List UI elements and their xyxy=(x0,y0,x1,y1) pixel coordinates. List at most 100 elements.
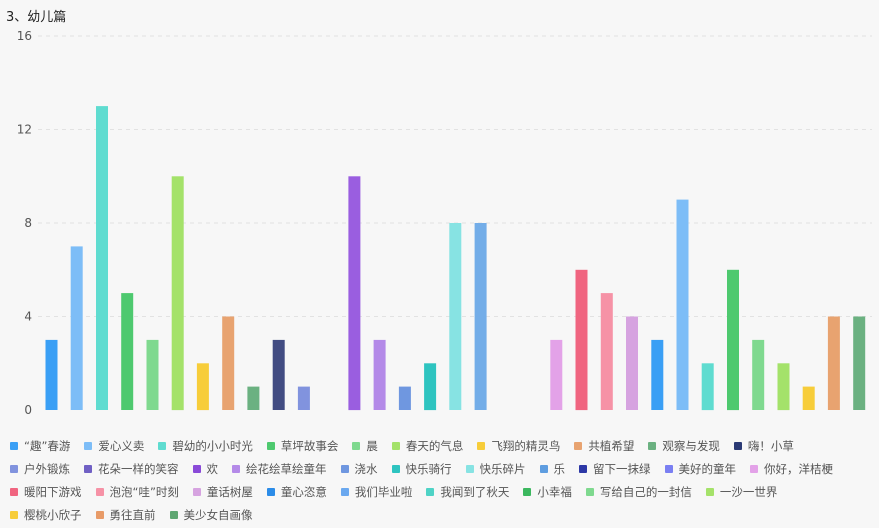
legend-swatch xyxy=(95,488,104,496)
bar[interactable] xyxy=(701,363,714,411)
bar[interactable] xyxy=(550,339,563,410)
legend-item[interactable]: 勇往直前 xyxy=(95,505,156,525)
legend-label: 爱心义卖 xyxy=(98,439,145,453)
legend-swatch xyxy=(232,465,240,473)
legend-item[interactable]: 泡泡“哇”时刻 xyxy=(95,482,179,502)
legend-item[interactable]: 留下一抹绿 xyxy=(579,459,651,479)
legend-item[interactable]: 草坪故事会 xyxy=(266,436,338,456)
legend-swatch xyxy=(158,442,167,450)
legend-label: 小幸福 xyxy=(537,485,572,499)
legend-item[interactable]: 春天的气息 xyxy=(391,436,463,456)
legend-swatch xyxy=(340,488,349,496)
legend-swatch xyxy=(352,442,361,450)
legend-label: 你好，洋桔梗 xyxy=(764,462,833,476)
legend-label: 童心恣意 xyxy=(280,485,327,499)
legend-swatch xyxy=(579,465,587,473)
legend-swatch xyxy=(664,465,673,473)
y-tick-label: 4 xyxy=(24,310,32,324)
legend-label: 碧幼的小小时光 xyxy=(172,439,253,453)
legend-swatch xyxy=(169,511,178,519)
legend-item[interactable]: 小幸福 xyxy=(523,482,572,502)
bar[interactable] xyxy=(449,223,462,410)
legend-label: 勇往直前 xyxy=(109,508,156,522)
legend-item[interactable]: 写给自己的一封信 xyxy=(585,482,692,502)
bar[interactable] xyxy=(676,199,689,410)
legend-swatch xyxy=(84,442,93,450)
legend-swatch xyxy=(192,488,201,496)
bar[interactable] xyxy=(575,269,588,411)
legend-label: 美好的童年 xyxy=(678,462,737,476)
legend-swatch xyxy=(750,465,758,473)
legend-item[interactable]: 美好的童年 xyxy=(664,459,737,479)
bar[interactable] xyxy=(70,246,83,410)
bar[interactable] xyxy=(222,316,235,411)
bar[interactable] xyxy=(777,363,790,411)
bar[interactable] xyxy=(626,316,638,411)
bar[interactable] xyxy=(247,386,260,410)
legend-label: 樱桃小欣子 xyxy=(24,508,82,522)
legend-item[interactable]: 观察与发现 xyxy=(648,436,720,456)
y-tick-label: 12 xyxy=(17,123,32,137)
bar[interactable] xyxy=(121,293,134,410)
legend-label: 童话树屋 xyxy=(206,485,253,499)
legend-item[interactable]: 晨 xyxy=(352,436,378,456)
legend-label: 留下一抹绿 xyxy=(593,462,651,476)
legend-item[interactable]: 飞翔的精灵鸟 xyxy=(477,436,560,456)
bar[interactable] xyxy=(752,339,765,410)
bar[interactable] xyxy=(853,316,866,411)
bar[interactable] xyxy=(196,363,209,411)
legend-label: 美少女自画像 xyxy=(183,508,253,522)
legend-item[interactable]: 樱桃小欣子 xyxy=(10,505,82,525)
legend-swatch xyxy=(426,488,435,496)
bar[interactable] xyxy=(424,363,437,411)
chart-title: 3、幼儿篇 xyxy=(6,10,67,25)
bar[interactable] xyxy=(45,339,58,410)
legend-item[interactable]: 童心恣意 xyxy=(266,482,327,502)
legend-item[interactable]: “趣”春游 xyxy=(10,436,70,456)
legend-item[interactable]: 碧幼的小小时光 xyxy=(158,436,253,456)
bar[interactable] xyxy=(171,176,184,411)
legend-item[interactable]: 花朵一样的笑容 xyxy=(84,459,179,479)
legend-item[interactable]: 户外锻炼 xyxy=(10,459,70,479)
legend-item[interactable]: 欢 xyxy=(192,459,219,479)
legend-label: 欢 xyxy=(206,462,219,476)
legend-item[interactable]: 我们毕业啦 xyxy=(340,482,412,502)
legend-label: 写给自己的一封信 xyxy=(599,485,692,499)
legend-label: 快乐碎片 xyxy=(479,462,526,476)
bar[interactable] xyxy=(96,106,108,410)
bar[interactable] xyxy=(348,176,361,411)
legend-label: “趣”春游 xyxy=(24,439,71,453)
legend-item[interactable]: 你好，洋桔梗 xyxy=(750,459,833,479)
bar[interactable] xyxy=(474,223,487,410)
bar[interactable] xyxy=(272,339,285,410)
bar[interactable] xyxy=(373,339,386,410)
bar[interactable] xyxy=(600,293,613,410)
legend-label: 乐 xyxy=(553,462,566,476)
legend-item[interactable]: 乐 xyxy=(539,459,566,479)
legend-item[interactable]: 美少女自画像 xyxy=(169,505,253,525)
legend-item[interactable]: 一沙一世界 xyxy=(705,482,777,502)
legend-item[interactable]: 嗨！小草 xyxy=(733,436,794,456)
bar[interactable] xyxy=(146,339,159,410)
legend-item[interactable]: 浇水 xyxy=(340,459,378,479)
legend-item[interactable]: 快乐骑行 xyxy=(391,459,452,479)
legend: “趣”春游 爱心义卖 碧幼的小小时光 草坪故事会 晨 春天的气息 飞翔的精灵鸟 共植希望 观察与… xyxy=(10,436,875,525)
bar[interactable] xyxy=(297,386,310,410)
legend-item[interactable]: 绘花绘草绘童年 xyxy=(232,459,327,479)
legend-item[interactable]: 快乐碎片 xyxy=(465,459,526,479)
bar[interactable] xyxy=(398,386,411,410)
legend-item[interactable]: 爱心义卖 xyxy=(84,436,144,456)
legend-item[interactable]: 共植希望 xyxy=(574,436,634,456)
legend-swatch xyxy=(733,442,742,450)
legend-swatch xyxy=(95,511,104,519)
bar[interactable] xyxy=(651,339,664,410)
legend-item[interactable]: 我闻到了秋天 xyxy=(426,482,509,502)
bar[interactable] xyxy=(802,386,815,410)
legend-label: 观察与发现 xyxy=(662,439,720,453)
legend-swatch xyxy=(391,465,400,473)
bar[interactable] xyxy=(727,269,739,411)
bar[interactable] xyxy=(827,316,840,411)
legend-item[interactable]: 童话树屋 xyxy=(192,482,253,502)
legend-item[interactable]: 暖阳下游戏 xyxy=(10,482,82,502)
legend-label: 户外锻炼 xyxy=(24,462,70,476)
